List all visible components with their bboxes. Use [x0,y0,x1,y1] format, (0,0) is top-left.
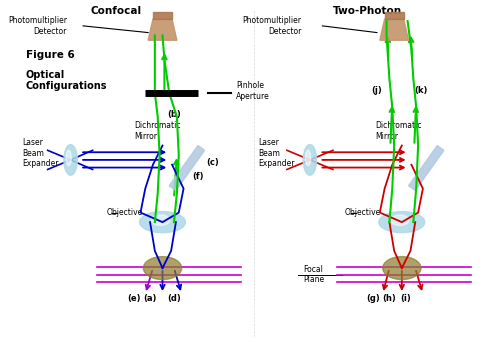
Text: (h): (h) [383,294,396,303]
Ellipse shape [143,256,182,279]
Text: Pinhole
Aperture: Pinhole Aperture [236,81,270,101]
Text: (j): (j) [371,86,382,95]
Text: Confocal: Confocal [91,6,142,16]
Polygon shape [169,146,204,190]
Text: Dichromatic
Mirror: Dichromatic Mirror [375,121,422,141]
Text: Two-Photon: Two-Photon [333,6,402,16]
Text: (i): (i) [400,294,411,303]
Text: (c): (c) [206,158,219,167]
Text: Photomultiplier
Detector: Photomultiplier Detector [243,16,301,36]
Text: (b): (b) [167,110,181,119]
Text: (a): (a) [143,294,157,303]
Text: Dichromatic
Mirror: Dichromatic Mirror [134,121,180,141]
Polygon shape [380,19,408,40]
Ellipse shape [151,215,170,225]
Text: Objective: Objective [345,208,381,217]
FancyBboxPatch shape [385,12,404,19]
Ellipse shape [379,212,425,233]
Text: Photomultiplier
Detector: Photomultiplier Detector [8,16,67,36]
Ellipse shape [140,212,185,233]
Text: Objective: Objective [107,208,143,217]
Text: (k): (k) [414,86,427,95]
Text: Laser
Beam
Expander: Laser Beam Expander [23,138,59,168]
Text: (g): (g) [366,294,380,303]
Ellipse shape [66,150,71,166]
Text: (f): (f) [192,172,203,181]
Polygon shape [408,146,444,190]
Ellipse shape [305,150,311,166]
Text: Figure 6: Figure 6 [25,50,74,60]
Ellipse shape [303,145,317,175]
Text: Laser
Beam
Expander: Laser Beam Expander [258,138,295,168]
Ellipse shape [391,215,409,225]
Text: Optical
Configurations: Optical Configurations [25,70,107,91]
Text: Focal
Plane: Focal Plane [303,265,325,285]
Ellipse shape [383,256,421,279]
Text: (e): (e) [127,294,141,303]
Ellipse shape [64,145,77,175]
Text: (d): (d) [167,294,181,303]
Polygon shape [148,19,177,40]
FancyBboxPatch shape [153,12,172,19]
